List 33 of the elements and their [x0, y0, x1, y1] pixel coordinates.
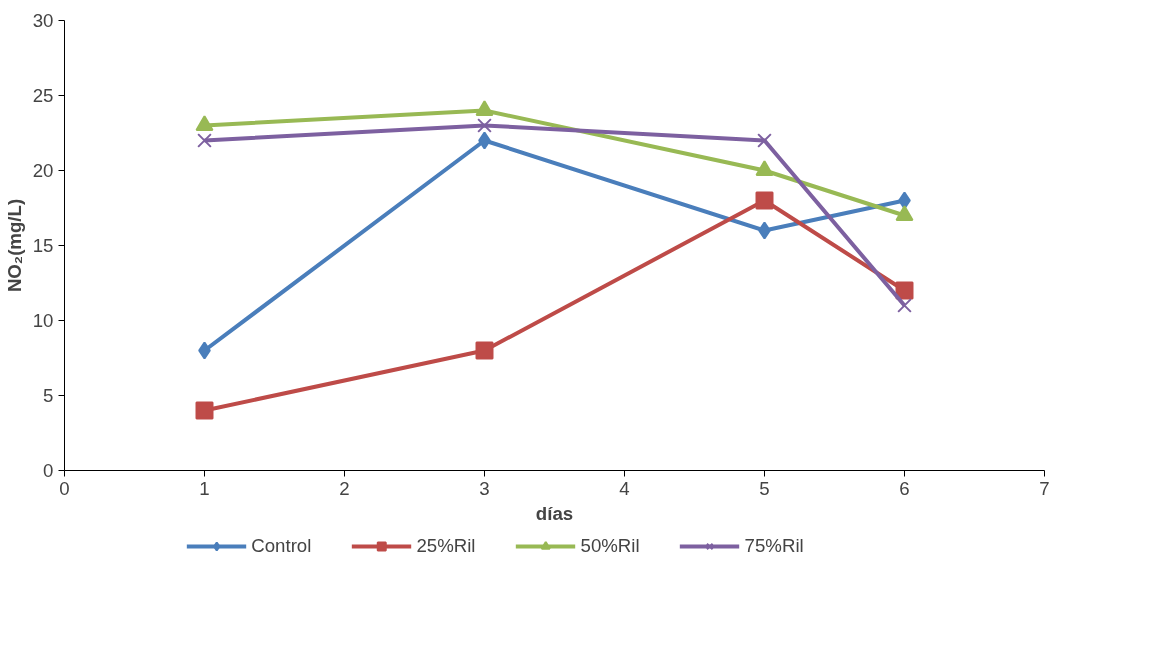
x-tick-label: 6 — [899, 477, 910, 499]
y-axis-title: NO₂(mg/L) — [3, 198, 25, 293]
x-tick-label: 1 — [199, 477, 210, 499]
y-tick-label: 0 — [43, 460, 54, 481]
point — [477, 118, 492, 133]
point — [895, 281, 914, 300]
point — [897, 298, 912, 313]
legend-label: 75%Ril — [744, 535, 804, 557]
y-tick-label: 30 — [32, 10, 54, 31]
legend-label: 25%Ril — [416, 535, 476, 557]
x-tick-label: 2 — [339, 477, 350, 499]
point — [475, 341, 494, 360]
point — [195, 401, 214, 420]
x-tick-label: 7 — [1039, 477, 1050, 499]
y-tick-label: 10 — [32, 310, 54, 331]
x-tick-label: 3 — [479, 477, 490, 499]
x-axis-title: días — [535, 502, 574, 524]
y-tick-label: 15 — [32, 235, 54, 256]
x-tick-label: 4 — [619, 477, 630, 499]
legend-label: Control — [251, 535, 312, 557]
y-tick-label: 25 — [32, 85, 54, 106]
y-tick-label: 20 — [32, 160, 54, 181]
point — [195, 115, 214, 132]
point — [755, 191, 774, 210]
point — [895, 205, 914, 222]
point — [757, 133, 772, 148]
x-tick-label: 0 — [59, 477, 70, 499]
y-tick-label: 5 — [43, 385, 54, 406]
point — [197, 133, 212, 148]
point — [475, 100, 494, 117]
legend-label: 50%Ril — [580, 535, 640, 557]
point — [755, 160, 774, 177]
x-tick-label: 5 — [759, 477, 770, 499]
